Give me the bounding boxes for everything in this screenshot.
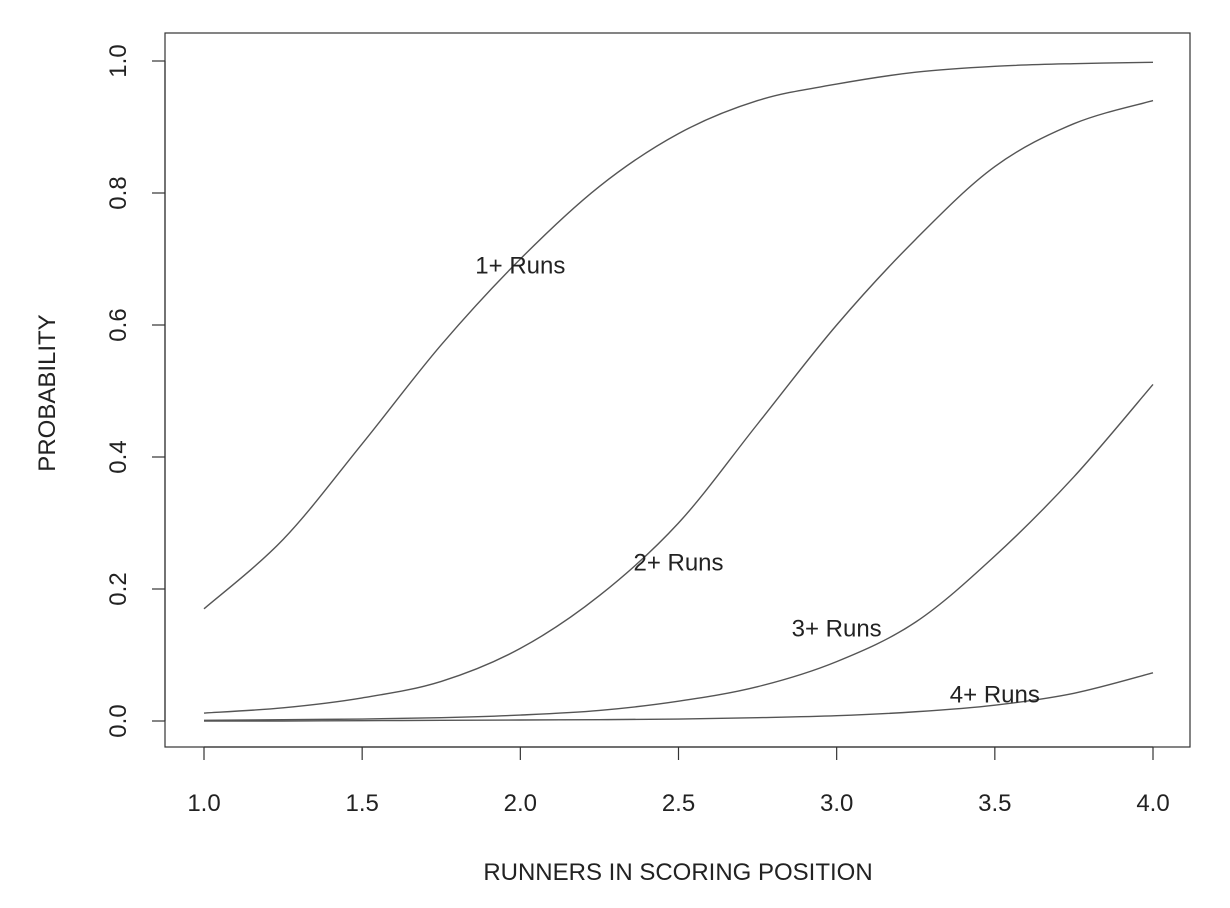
- y-tick-label: 1.0: [105, 44, 132, 77]
- annotation-layer: 1+ Runs 2+ Runs 3+ Runs 4+ Runs: [475, 253, 1040, 709]
- y-tick-label: 0.0: [105, 704, 132, 737]
- x-tick-label: 1.5: [345, 790, 378, 817]
- curve-label-1: 1+ Runs: [475, 253, 565, 280]
- x-tick-label: 4.0: [1136, 790, 1169, 817]
- x-tick-label: 2.5: [662, 790, 695, 817]
- x-axis: 1.0 1.5 2.0 2.5 3.0 3.5 4.0: [187, 746, 1170, 817]
- y-axis: 0.0 0.2 0.4 0.6 0.8 1.0: [105, 44, 166, 738]
- series-layer: [203, 61, 1154, 722]
- curve-label-4: 4+ Runs: [950, 682, 1040, 709]
- y-tick-label: 0.6: [105, 308, 132, 341]
- plot-area-frame: [164, 32, 1191, 748]
- x-tick-label: 3.5: [978, 790, 1011, 817]
- curve-label-3: 3+ Runs: [792, 616, 882, 643]
- y-axis-title: PROBABILITY: [34, 314, 61, 471]
- y-tick-label: 0.4: [105, 440, 132, 473]
- y-tick-label: 0.2: [105, 572, 132, 605]
- series-line-1-runs: [203, 61, 1154, 610]
- x-axis-title: RUNNERS IN SCORING POSITION: [483, 859, 872, 886]
- x-tick-label: 3.0: [820, 790, 853, 817]
- series-line-3-runs: [203, 383, 1154, 722]
- x-tick-label: 2.0: [504, 790, 537, 817]
- y-tick-label: 0.8: [105, 176, 132, 209]
- series-line-2-runs: [203, 99, 1154, 714]
- series-line-4-runs: [203, 672, 1154, 722]
- x-tick-label: 1.0: [187, 790, 220, 817]
- curve-label-2: 2+ Runs: [633, 550, 723, 577]
